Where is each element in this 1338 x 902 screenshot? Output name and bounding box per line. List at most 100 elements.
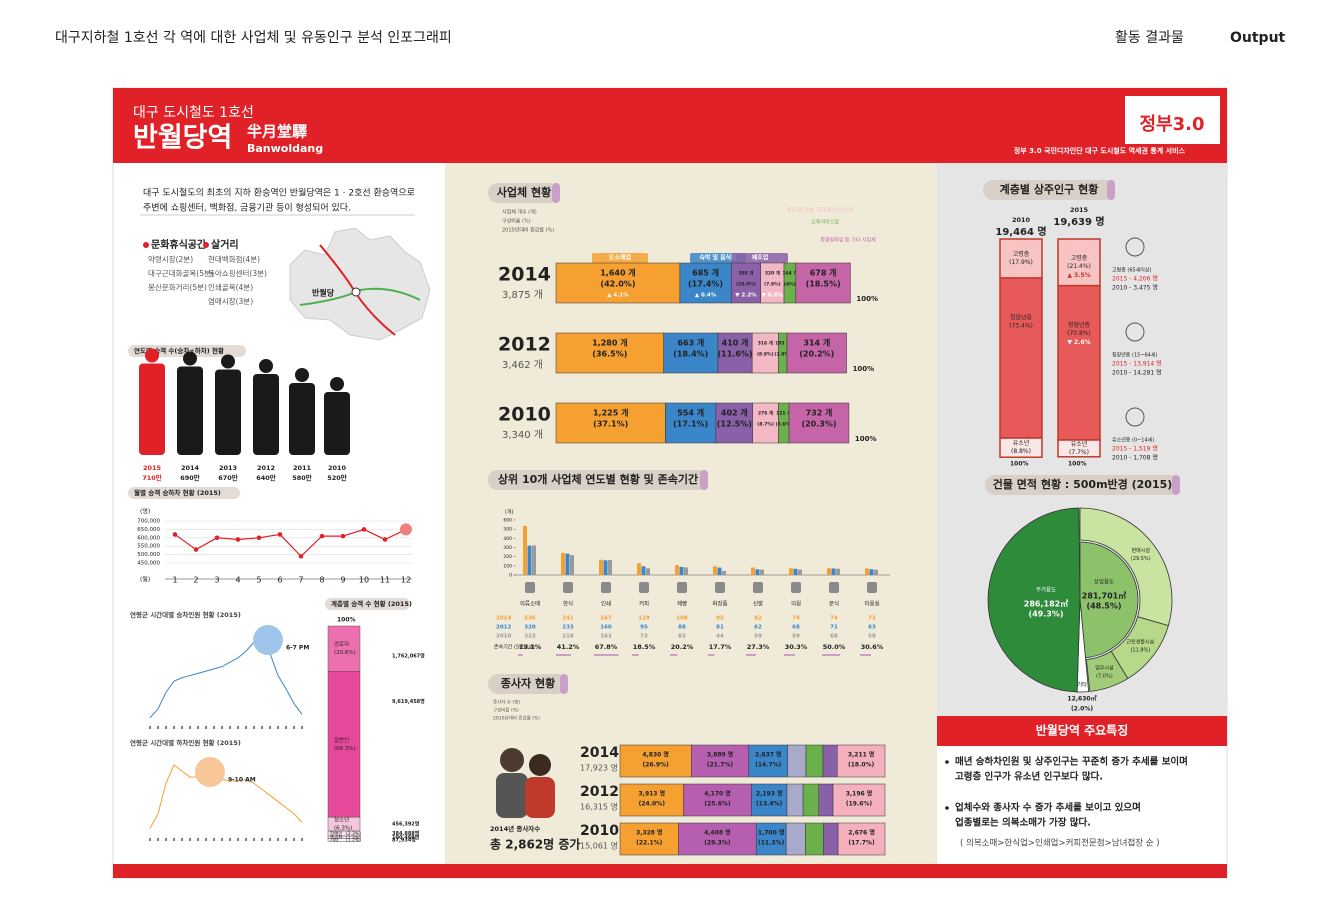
point: [172, 532, 178, 537]
count-label: 2,637 명: [755, 751, 782, 759]
category-callout: 교육서비스업: [811, 219, 839, 226]
count-label: 732 개: [806, 408, 833, 418]
person-body: [525, 777, 555, 818]
y-tick-label: 600,000: [137, 535, 160, 541]
table-cell: 81: [716, 625, 724, 631]
pct-label: (20.2%): [799, 350, 834, 359]
slice-area: 12,630㎡: [1067, 695, 1096, 703]
list-item: 약령시장(2분): [148, 254, 193, 264]
ring-pct: (7.0%): [1096, 673, 1113, 679]
pct-label: (13.4%): [756, 801, 783, 808]
segment-pct: (20.6%): [334, 650, 356, 656]
category-tag: [732, 253, 788, 263]
stack-segment: [327, 838, 361, 842]
survival-label: 50.0%: [823, 643, 846, 651]
pill-accent: [1172, 475, 1180, 495]
segment-name: 청소년: [334, 816, 349, 824]
stack-segment: [832, 783, 886, 817]
bar: [603, 560, 608, 575]
segment-pct: (70.8%): [1067, 330, 1091, 337]
stack-segment: [555, 262, 681, 304]
axis-unit: (월): [140, 576, 150, 584]
category-icon: [677, 582, 687, 593]
pill-accent: [700, 470, 708, 490]
y-tick-label: 300: [503, 545, 512, 551]
pct-label: (17.1%): [673, 420, 708, 429]
feature-text: 고령층 인구가 유소년 인구보다 많다.: [955, 771, 1103, 783]
survival-mark: [822, 654, 840, 656]
peak-pie: [195, 757, 225, 787]
change-label: ▲ 4.1%: [607, 293, 629, 299]
end-label: 100%: [853, 365, 875, 373]
stack-segment: [751, 332, 779, 374]
point: [235, 537, 241, 542]
pct-label: (37.1%): [593, 420, 628, 429]
pct-label: (8.7%): [757, 422, 774, 428]
menu-item: Output: [1230, 30, 1286, 46]
legend-text: 2010년대비 증감률 (%): [493, 715, 540, 722]
section-title: 월별 승객 승하차 현황 (2015): [134, 488, 221, 497]
y-tick-label: 500: [503, 527, 512, 533]
segment-pct: (8.8%): [1011, 448, 1031, 455]
survival-label: 18.5%: [633, 643, 656, 651]
segment-name: 유소년: [1071, 440, 1088, 448]
pct-label: (20.3%): [801, 420, 836, 429]
count-label: 1,640 개: [600, 268, 635, 278]
list-item: 동아쇼핑센터(3분): [208, 268, 267, 278]
detail-past: 2010 - 1,708 명: [1112, 454, 1158, 462]
stack-segment: [805, 822, 824, 856]
category-icon: [791, 582, 801, 593]
ring-pct: (11.8%): [1130, 648, 1150, 654]
bar: [523, 525, 527, 575]
table-cell: 44: [716, 634, 724, 640]
section-title: 종사자 현황: [501, 676, 555, 690]
ring-name: 근린생활시설: [1127, 639, 1155, 646]
slice-name: 상업용도: [1094, 578, 1114, 586]
total-label: 3,340 개: [502, 429, 543, 441]
table-cell: 108: [676, 616, 688, 622]
line-series: [174, 528, 407, 558]
y-tick-label: 400: [503, 536, 512, 542]
legend-text: 2010: [496, 634, 511, 640]
stack-segment: [665, 402, 717, 444]
stack-segment: [748, 744, 788, 778]
stack-segment: [999, 437, 1043, 458]
survival-label: 13.1%: [519, 643, 542, 651]
bar: [755, 569, 760, 575]
survival-label: 30.6%: [861, 643, 884, 651]
survival-label: 41.2%: [557, 643, 580, 651]
stack-segment: [715, 402, 754, 444]
y-tick-label: 500,000: [137, 552, 160, 558]
section-title: 연령군 시간대별 승차인원 현황 (2015): [130, 610, 241, 619]
axis-unit: (개): [505, 509, 514, 516]
bar: [798, 569, 802, 575]
survival-label: 67.8%: [595, 643, 618, 651]
section-pill: [983, 180, 1115, 200]
pct-label: (24.0%): [639, 801, 666, 808]
station-hanja: 半月堂驛: [247, 123, 307, 141]
category-icon: [715, 582, 725, 593]
category-label: 도소매업: [609, 254, 631, 262]
count-label: 320 개: [765, 270, 780, 277]
year-label: 2010: [328, 464, 347, 472]
stack-segment: [1057, 439, 1101, 458]
year-label: 2014: [181, 464, 200, 472]
category-label: 화장품: [712, 601, 727, 608]
segment-name: 고령층: [1071, 254, 1088, 262]
count-label: 2,676 명: [848, 829, 875, 837]
pct-label: (11.3%): [758, 840, 785, 847]
count-label: 2,193 명: [756, 790, 783, 798]
year-label: 2010: [1012, 216, 1031, 224]
stack-segment: [999, 238, 1043, 279]
count-label: 402 개: [721, 408, 748, 418]
point: [400, 523, 412, 536]
x-tick-label: 7: [298, 576, 303, 585]
value-label: 640만: [256, 473, 276, 482]
year-label: 2012: [498, 334, 551, 356]
bullet: [945, 760, 949, 764]
pct-label: (17.7%): [848, 840, 875, 847]
change-label: ▼ 2.6%: [1067, 339, 1090, 346]
category-label: 숙박 및 음식점: [699, 254, 736, 262]
end-label: 100%: [855, 435, 877, 443]
station-dot: [351, 287, 361, 297]
